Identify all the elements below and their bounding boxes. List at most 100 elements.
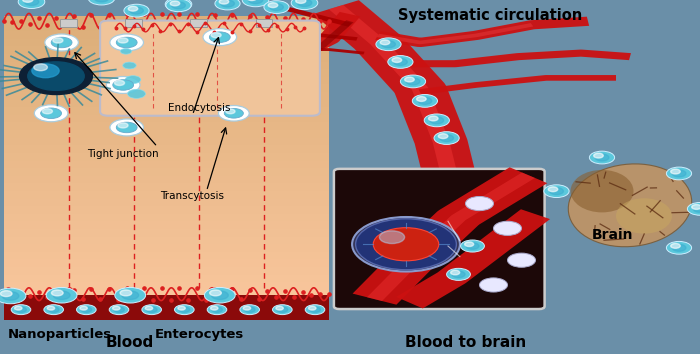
Circle shape [447, 268, 470, 280]
Circle shape [291, 0, 318, 10]
Circle shape [11, 305, 31, 315]
Circle shape [125, 76, 141, 84]
Polygon shape [251, 34, 358, 41]
Ellipse shape [568, 164, 692, 247]
Circle shape [687, 202, 700, 215]
Circle shape [243, 306, 251, 310]
Bar [4, 206, 329, 214]
Circle shape [178, 306, 186, 310]
Bar [4, 138, 329, 145]
Circle shape [693, 205, 700, 212]
Circle shape [15, 307, 27, 312]
Circle shape [242, 0, 269, 7]
Circle shape [428, 116, 438, 121]
Circle shape [356, 219, 456, 270]
Bar [4, 305, 329, 313]
Circle shape [38, 68, 71, 85]
Bar [190, 19, 207, 27]
Circle shape [169, 0, 180, 5]
Circle shape [224, 108, 244, 118]
Bar [4, 191, 329, 199]
Polygon shape [313, 0, 482, 200]
FancyBboxPatch shape [100, 21, 320, 116]
Circle shape [671, 244, 680, 248]
Circle shape [51, 290, 63, 296]
Circle shape [106, 76, 140, 93]
Circle shape [0, 288, 26, 304]
Circle shape [46, 72, 56, 76]
Circle shape [270, 4, 284, 11]
Circle shape [434, 132, 459, 144]
Polygon shape [264, 2, 352, 27]
Bar [4, 290, 329, 297]
Circle shape [32, 64, 60, 78]
Circle shape [671, 169, 680, 174]
Bar [4, 92, 329, 100]
Circle shape [46, 287, 77, 303]
Circle shape [211, 291, 228, 299]
Circle shape [264, 1, 289, 13]
Bar [60, 19, 77, 27]
Bar [4, 161, 329, 168]
Circle shape [595, 154, 609, 161]
Text: Enterocytes: Enterocytes [155, 328, 244, 341]
Bar [4, 282, 329, 290]
Circle shape [211, 306, 218, 310]
Bar [4, 77, 329, 85]
Circle shape [124, 4, 149, 17]
Circle shape [666, 167, 692, 180]
Circle shape [118, 38, 128, 43]
Bar [4, 176, 329, 183]
Bar [4, 85, 329, 92]
Circle shape [22, 0, 33, 2]
Circle shape [226, 109, 235, 114]
Bar [4, 229, 329, 236]
Circle shape [298, 0, 312, 6]
Circle shape [94, 0, 108, 2]
Circle shape [418, 97, 432, 104]
Circle shape [44, 71, 65, 81]
Circle shape [268, 3, 278, 7]
Bar [4, 295, 329, 320]
Circle shape [466, 196, 493, 211]
Circle shape [128, 6, 138, 11]
Circle shape [544, 185, 569, 198]
Text: Transcytosis: Transcytosis [160, 192, 225, 201]
Circle shape [594, 153, 603, 158]
Bar [4, 24, 329, 31]
Bar [4, 222, 329, 229]
Text: Nanoparticles: Nanoparticles [8, 328, 111, 341]
Bar [4, 16, 329, 23]
Circle shape [120, 290, 132, 296]
Circle shape [41, 108, 62, 119]
Circle shape [80, 306, 88, 310]
Polygon shape [252, 12, 360, 75]
Bar [4, 153, 329, 161]
Bar [4, 199, 329, 206]
Circle shape [122, 291, 139, 299]
Circle shape [44, 305, 64, 315]
Bar [4, 297, 329, 305]
Circle shape [276, 306, 284, 310]
Circle shape [211, 307, 223, 312]
Circle shape [2, 292, 19, 300]
Circle shape [209, 290, 221, 296]
Circle shape [113, 307, 125, 312]
Polygon shape [367, 172, 535, 301]
Circle shape [110, 34, 144, 51]
Bar [4, 259, 329, 267]
Bar [4, 46, 329, 54]
Bar [4, 252, 329, 259]
Bar [256, 19, 272, 27]
Circle shape [305, 305, 325, 315]
Circle shape [382, 41, 395, 48]
Circle shape [589, 151, 615, 164]
Circle shape [166, 0, 191, 12]
Polygon shape [396, 209, 550, 308]
FancyBboxPatch shape [334, 169, 545, 309]
Circle shape [244, 307, 255, 312]
Bar [4, 168, 329, 176]
Bar [4, 54, 329, 62]
Bar [4, 236, 329, 244]
Circle shape [438, 134, 448, 138]
